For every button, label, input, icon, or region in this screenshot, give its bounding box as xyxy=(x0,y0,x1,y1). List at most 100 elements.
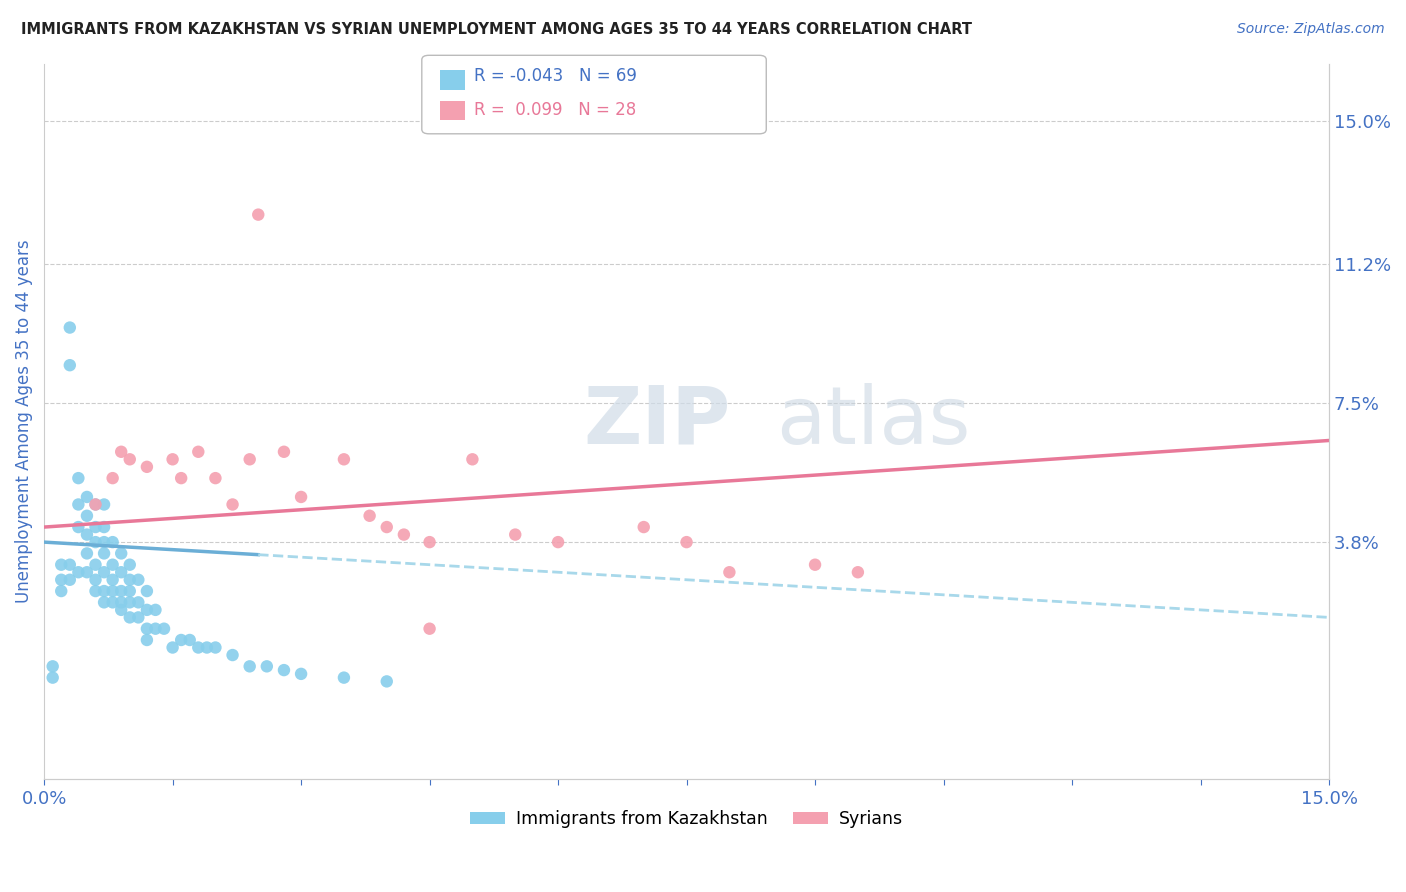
Point xyxy=(93,535,115,549)
Point xyxy=(846,566,869,580)
Point xyxy=(84,520,107,534)
Point xyxy=(51,573,73,587)
Point xyxy=(76,546,98,560)
Point xyxy=(127,610,149,624)
Point xyxy=(162,640,184,655)
Point xyxy=(76,566,98,580)
Point xyxy=(187,444,209,458)
Point xyxy=(204,640,226,655)
Point xyxy=(153,622,176,636)
Point xyxy=(59,358,82,372)
Point xyxy=(101,535,124,549)
Point xyxy=(375,674,398,689)
Point xyxy=(59,573,82,587)
Point xyxy=(118,610,141,624)
Point xyxy=(67,566,90,580)
Point xyxy=(256,659,278,673)
Point xyxy=(93,546,115,560)
Point xyxy=(93,595,115,609)
Text: ZIP: ZIP xyxy=(583,383,731,460)
Point xyxy=(84,535,107,549)
Point xyxy=(187,640,209,655)
Point xyxy=(101,573,124,587)
Point xyxy=(419,535,441,549)
Point xyxy=(110,603,132,617)
Point xyxy=(76,508,98,523)
Point xyxy=(101,471,124,485)
Point xyxy=(101,558,124,572)
Point xyxy=(135,603,157,617)
Point xyxy=(101,584,124,599)
Point xyxy=(162,452,184,467)
Point xyxy=(804,558,827,572)
Point xyxy=(392,527,415,541)
Point xyxy=(127,595,149,609)
Point xyxy=(41,659,63,673)
Point xyxy=(110,584,132,599)
Point xyxy=(118,452,141,467)
Point xyxy=(76,490,98,504)
Point xyxy=(84,573,107,587)
Point xyxy=(93,520,115,534)
Point xyxy=(67,498,90,512)
Point xyxy=(204,471,226,485)
Point xyxy=(118,584,141,599)
Text: R =  0.099   N = 28: R = 0.099 N = 28 xyxy=(474,101,636,119)
Point xyxy=(503,527,526,541)
Point xyxy=(93,566,115,580)
Point xyxy=(84,498,107,512)
Text: Source: ZipAtlas.com: Source: ZipAtlas.com xyxy=(1237,22,1385,37)
Point xyxy=(93,584,115,599)
Point xyxy=(118,573,141,587)
Text: R = -0.043   N = 69: R = -0.043 N = 69 xyxy=(474,67,637,85)
Point xyxy=(135,459,157,474)
Point xyxy=(84,558,107,572)
Point xyxy=(547,535,569,549)
Y-axis label: Unemployment Among Ages 35 to 44 years: Unemployment Among Ages 35 to 44 years xyxy=(15,240,32,604)
Point xyxy=(170,632,193,647)
Point xyxy=(67,520,90,534)
Point xyxy=(67,471,90,485)
Legend: Immigrants from Kazakhstan, Syrians: Immigrants from Kazakhstan, Syrians xyxy=(464,803,910,835)
Point xyxy=(93,498,115,512)
Point xyxy=(110,444,132,458)
Point xyxy=(135,632,157,647)
Point xyxy=(135,584,157,599)
Point xyxy=(76,527,98,541)
Point xyxy=(84,584,107,599)
Point xyxy=(419,622,441,636)
Point xyxy=(290,490,312,504)
Point xyxy=(84,498,107,512)
Point xyxy=(290,666,312,681)
Point xyxy=(127,573,149,587)
Point xyxy=(145,622,167,636)
Point xyxy=(145,603,167,617)
Point xyxy=(59,558,82,572)
Point xyxy=(170,471,193,485)
Point xyxy=(135,622,157,636)
Point xyxy=(247,208,270,222)
Point xyxy=(375,520,398,534)
Point xyxy=(718,566,741,580)
Point xyxy=(221,498,243,512)
Point xyxy=(41,671,63,685)
Point xyxy=(110,595,132,609)
Point xyxy=(359,508,381,523)
Text: atlas: atlas xyxy=(776,383,972,460)
Point xyxy=(273,444,295,458)
Point xyxy=(110,546,132,560)
Point xyxy=(51,558,73,572)
Point xyxy=(110,566,132,580)
Point xyxy=(273,663,295,677)
Point xyxy=(101,595,124,609)
Point xyxy=(239,659,262,673)
Point xyxy=(333,671,356,685)
Point xyxy=(118,595,141,609)
Point xyxy=(51,584,73,599)
Point xyxy=(633,520,655,534)
Point xyxy=(239,452,262,467)
Point xyxy=(675,535,697,549)
Point xyxy=(118,558,141,572)
Point xyxy=(59,320,82,334)
Text: IMMIGRANTS FROM KAZAKHSTAN VS SYRIAN UNEMPLOYMENT AMONG AGES 35 TO 44 YEARS CORR: IMMIGRANTS FROM KAZAKHSTAN VS SYRIAN UNE… xyxy=(21,22,972,37)
